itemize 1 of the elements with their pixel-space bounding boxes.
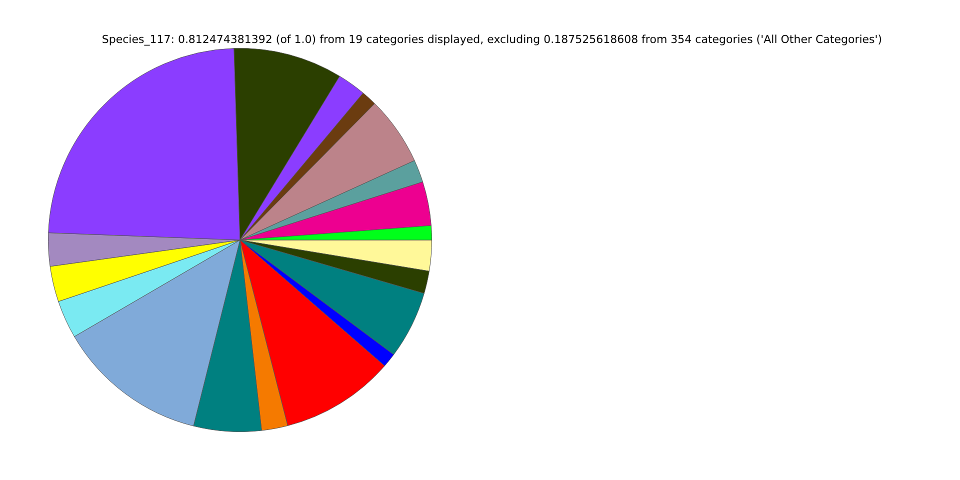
text: Species_117: 0.812474381392 (of 1.0) from 19 categories displayed, excluding 0.187525618608 from 354 categories ('All Other Categories') (100, 33, 884, 46)
